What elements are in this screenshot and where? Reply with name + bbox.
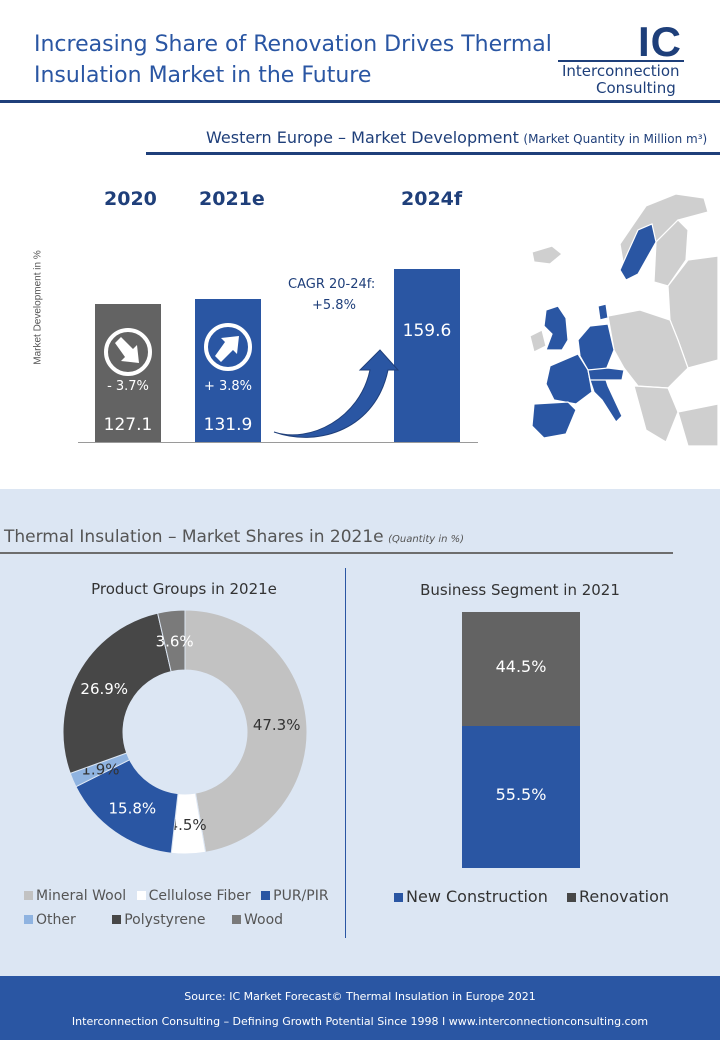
business-segment-title: Business Segment in 2021 <box>420 581 620 599</box>
section2-rule <box>0 552 673 554</box>
logo-mark: IC <box>638 18 682 65</box>
section1-heading-title: Western Europe – Market Development <box>206 128 519 147</box>
legend-swatch-other <box>24 915 33 924</box>
legend-label-wood: Wood <box>243 912 284 928</box>
map-finland <box>653 219 689 287</box>
segment-new-construction: 55.5% <box>462 725 580 868</box>
legend-item-polystyrene: Polystyrene <box>112 912 206 928</box>
arrow-down-right-icon <box>104 328 152 376</box>
tick-label-2020: 2020 <box>104 188 157 210</box>
x-axis-line <box>78 442 478 443</box>
company-logo: IC Interconnection Consulting <box>558 18 688 98</box>
slice-wood <box>157 609 186 673</box>
slice-label-mineral-wool: 47.3% <box>253 716 301 734</box>
legend-label-mineral-wool: Mineral Wool <box>36 888 127 904</box>
legend-label-polystyrene: Polystyrene <box>124 912 206 928</box>
business-segment-legend: New Construction Renovation <box>394 887 669 906</box>
map-italy <box>589 373 623 423</box>
value-label-2021e: 131.9 <box>203 415 253 435</box>
value-label-2020: 127.1 <box>103 415 153 435</box>
map-denmark <box>597 303 609 321</box>
product-groups-title: Product Groups in 2021e <box>91 580 277 598</box>
slice-label-pur-pir: 15.8% <box>109 799 157 817</box>
slice-label-cellulose-fiber: 4.5% <box>169 816 207 834</box>
map-spain-portugal <box>531 401 577 439</box>
segment-renovation: 44.5% <box>462 612 580 726</box>
logo-text-line-2: Consulting <box>596 79 676 97</box>
footer-tagline: Interconnection Consulting – Defining Gr… <box>71 1015 649 1028</box>
legend-label-cellulose-fiber: Cellulose Fiber <box>148 888 251 904</box>
legend-label-pur-pir: PUR/PIR <box>273 888 329 904</box>
cagr-label-line-1: CAGR 20-24f: <box>288 277 376 292</box>
market-development-chart: 2020 2021e 2024f Market Development in %… <box>0 170 500 470</box>
legend-item-cellulose-fiber: Cellulose Fiber <box>136 888 251 904</box>
western-europe-map <box>529 193 718 447</box>
product-groups-donut-chart: 47.3%4.5%15.8%1.9%26.9%3.6% <box>62 609 308 855</box>
section2-heading-title: Thermal Insulation – Market Shares in 20… <box>4 527 384 547</box>
legend-item-mineral-wool: Mineral Wool <box>24 888 126 904</box>
tick-label-2021e: 2021e <box>199 188 265 210</box>
arrow-up-right-icon <box>204 322 252 371</box>
panel-divider <box>345 568 346 938</box>
legend-swatch-pur-pir <box>261 891 271 900</box>
section2-heading-note: (Quantity in %) <box>388 534 465 545</box>
segment-label-renovation: 44.5% <box>495 656 547 676</box>
legend-swatch-mineral-wool <box>24 891 33 900</box>
section1-rule <box>146 152 720 155</box>
slice-polystyrene <box>62 612 172 774</box>
page-title-line-2: Insulation Market in the Future <box>34 63 372 88</box>
legend-item-pur-pir: PUR/PIR <box>261 888 329 904</box>
map-uk <box>543 305 569 351</box>
slice-mineral-wool <box>184 609 308 853</box>
section2-heading: Thermal Insulation – Market Shares in 20… <box>4 527 464 547</box>
logo-rule <box>558 60 684 62</box>
slice-label-polystyrene: 26.9% <box>80 680 128 698</box>
cagr-arrow-icon <box>273 349 400 438</box>
footer <box>0 976 720 1040</box>
section1-heading: Western Europe – Market Development (Mar… <box>206 128 707 148</box>
map-austria-switzerland <box>587 367 625 381</box>
legend-item-wood: Wood <box>231 912 284 928</box>
legend-swatch-wood <box>231 915 241 924</box>
change-label-2021e: + 3.8% <box>203 379 253 394</box>
bar-2024f <box>394 268 460 442</box>
footer-source: Source: IC Market Forecast© Thermal Insu… <box>184 990 536 1003</box>
legend-swatch-polystyrene <box>112 915 122 924</box>
bars-layer: - 3.7% 127.1 + 3.8% 131.9 159.6 <box>0 170 500 470</box>
map-balkans <box>633 385 679 443</box>
change-label-2020: - 3.7% <box>107 379 149 394</box>
map-iceland <box>531 245 563 265</box>
legend-item-new-construction: New Construction <box>394 887 548 906</box>
legend-swatch-renovation <box>566 893 576 902</box>
map-central-east <box>607 309 689 389</box>
map-turkey <box>677 403 718 447</box>
slice-label-wood: 3.6% <box>156 633 194 651</box>
tick-label-2024f: 2024f <box>401 188 463 210</box>
legend-swatch-new-construction <box>394 893 403 902</box>
map-sweden <box>619 223 657 281</box>
legend-item-other: Other <box>24 912 76 928</box>
legend-label-new-construction: New Construction <box>406 887 548 906</box>
map-france <box>545 353 593 405</box>
cagr-label-line-2: +5.8% <box>312 298 356 313</box>
legend-label-renovation: Renovation <box>578 887 670 906</box>
section1-heading-note: (Market Quantity in Million m³) <box>523 132 708 146</box>
legend-label-other: Other <box>36 912 76 928</box>
legend-item-renovation: Renovation <box>566 887 670 906</box>
business-segment-stacked-bar: 44.5% 55.5% <box>462 612 580 868</box>
legend-swatch-cellulose-fiber <box>136 891 146 900</box>
logo-text-line-1: Interconnection <box>562 62 680 80</box>
value-label-2024f: 159.6 <box>402 320 452 341</box>
page-title-line-1: Increasing Share of Renovation Drives Th… <box>34 32 552 57</box>
map-ireland <box>529 329 547 353</box>
segment-label-new-construction: 55.5% <box>495 784 547 804</box>
product-groups-legend: Mineral Wool Cellulose Fiber PUR/PIR Oth… <box>24 888 344 928</box>
header-rule <box>0 100 720 103</box>
